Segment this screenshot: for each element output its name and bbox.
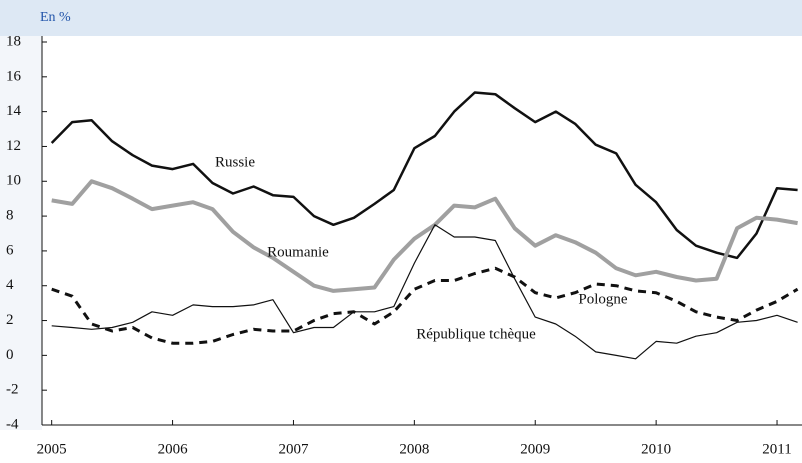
series-line — [51, 179, 798, 293]
y-tick-label: 10 — [6, 173, 21, 189]
y-tick-label: 14 — [6, 103, 22, 119]
y-tick-label: 4 — [6, 277, 14, 293]
series-line — [51, 266, 799, 345]
y-tick-label: -4 — [6, 416, 19, 432]
x-tick-label: 2005 — [37, 441, 67, 457]
series-line — [51, 224, 798, 360]
x-tick-label: 2006 — [158, 441, 189, 457]
series-label: Roumanie — [267, 244, 329, 260]
y-tick-label: 6 — [6, 242, 14, 258]
y-tick-label: -2 — [6, 382, 19, 398]
y-tick-label: 16 — [6, 68, 22, 84]
y-tick-label: 8 — [6, 208, 14, 224]
y-tick-label: 2 — [6, 312, 14, 328]
header-band — [0, 0, 802, 36]
axis-band — [0, 36, 42, 430]
x-tick-label: 2007 — [278, 441, 309, 457]
series-label: Pologne — [578, 291, 628, 307]
y-tick-label: 0 — [6, 347, 14, 363]
y-tick-label: 12 — [6, 138, 21, 154]
chart-title: En % — [40, 10, 71, 25]
series-line — [50, 91, 798, 260]
x-tick-label: 2009 — [520, 441, 550, 457]
y-tick-label: 18 — [6, 33, 21, 49]
x-tick-label: 2011 — [762, 441, 791, 457]
series-label: République tchèque — [416, 326, 536, 342]
x-tick-label: 2008 — [399, 441, 429, 457]
x-tick-label: 2010 — [641, 441, 671, 457]
series-label: Russie — [215, 154, 255, 170]
